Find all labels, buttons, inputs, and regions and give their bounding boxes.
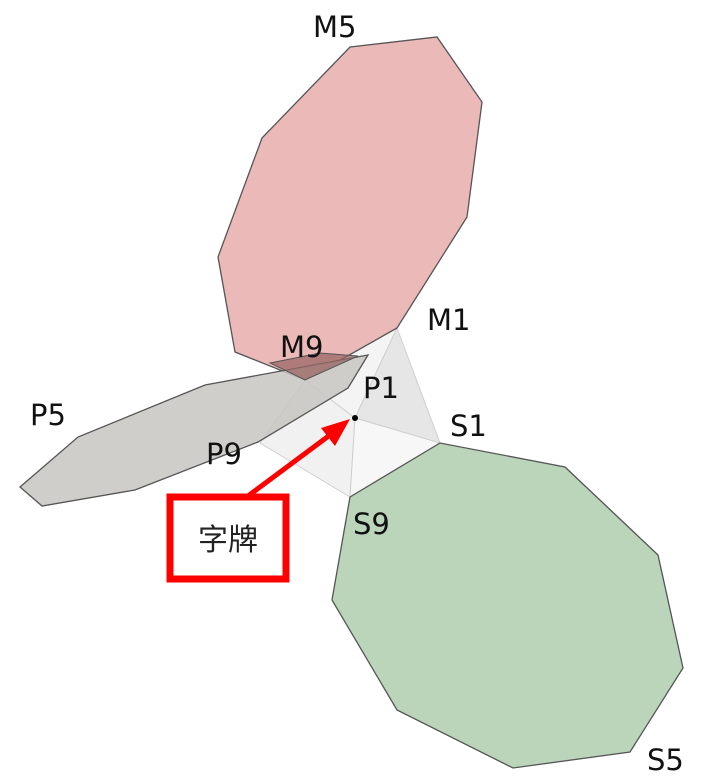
arrow	[246, 419, 350, 499]
label-m1: M1	[427, 303, 470, 337]
m-region	[217, 36, 483, 381]
label-m5: M5	[313, 10, 356, 44]
s-region	[331, 442, 684, 769]
center-dot	[352, 415, 358, 421]
label-p5: P5	[30, 398, 66, 432]
callout-box	[166, 493, 290, 583]
label-p9: P9	[206, 437, 242, 471]
p-region	[19, 354, 370, 507]
m-p-overlap	[268, 352, 359, 381]
callout-text: 字牌	[198, 523, 258, 558]
label-m9: M9	[280, 330, 323, 364]
label-s1: S1	[450, 409, 487, 443]
label-s9: S9	[353, 507, 390, 541]
label-s5: S5	[647, 743, 684, 777]
label-p1: P1	[363, 371, 399, 405]
